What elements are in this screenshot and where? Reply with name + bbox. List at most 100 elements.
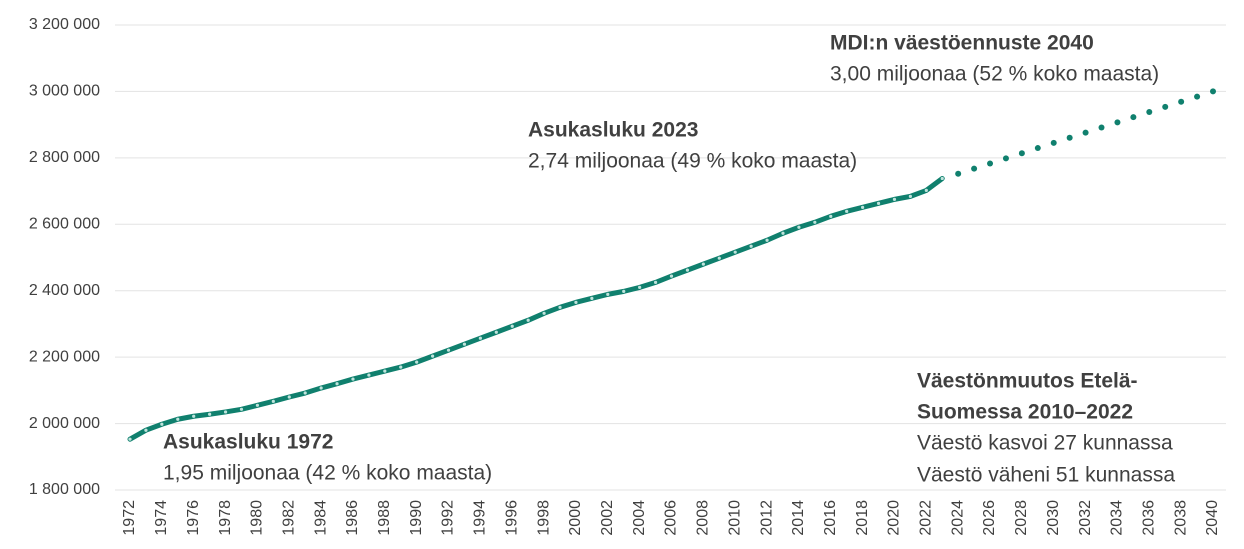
forecast-point [1146,109,1153,116]
line [127,175,945,442]
annotation-title: Asukasluku 1972 [163,431,333,454]
point [685,268,690,272]
forecast-point [1210,88,1216,95]
y-tick-label: 2 600 000 [29,216,100,233]
point [128,437,132,441]
point [892,197,897,201]
point [940,176,944,181]
forecast-point [1050,139,1057,146]
point [797,225,801,229]
point [845,209,849,213]
point [271,399,275,403]
x-tick-label: 2020 [886,500,903,536]
point [367,373,371,377]
point [303,391,307,395]
annotation-text: 2,74 miljoonaa (49 % koko maasta) [528,150,857,173]
point [861,205,865,209]
point [590,296,594,300]
x-tick-label: 1994 [472,500,489,536]
x-tick-label: 1990 [408,500,425,536]
x-tick-label: 2038 [1172,500,1189,536]
forecast-point [987,160,994,167]
point [717,256,721,260]
forecast-point [955,170,962,177]
x-tick-label: 2018 [854,500,871,536]
x-tick-label: 2030 [1045,500,1062,536]
x-tick-label: 1980 [249,500,266,536]
x-tick-label: 2016 [822,500,839,536]
x-tick-label: 2024 [949,500,966,536]
point [494,330,498,334]
point [733,250,737,254]
x-tick-label: 1978 [217,500,234,536]
x-tick-label: 1972 [121,500,138,536]
point [813,220,817,224]
x-tick-label: 2040 [1204,500,1221,536]
point [160,422,164,426]
point [606,292,610,296]
point [399,365,403,369]
x-tick-label: 2002 [599,500,616,536]
point [638,285,642,289]
x-tick-label: 2004 [631,500,648,536]
point [908,194,912,198]
point [287,395,291,399]
annotation-text: Väestö kasvoi 27 kunnassa [917,432,1173,455]
forecast-point [1066,134,1073,141]
forecast-point [1194,93,1201,100]
point [876,201,881,205]
point [255,403,260,407]
point [749,244,753,248]
x-tick-label: 1992 [440,500,457,536]
annotation-title: Suomessa 2010–2022 [917,401,1133,424]
point [829,214,833,218]
forecast-point [1098,124,1105,131]
point [223,410,228,414]
y-tick-label: 1 800 000 [29,481,100,498]
point [176,417,180,421]
annotation-title: Asukasluku 2023 [528,119,698,142]
point [415,360,419,364]
x-tick-label: 2012 [758,500,775,536]
x-tick-label: 2000 [567,500,584,536]
point [558,305,562,309]
x-tick-label: 1998 [535,500,552,536]
forecast-point [1130,114,1137,121]
point [510,324,514,328]
point [446,348,451,352]
y-tick-label: 3 200 000 [29,16,100,33]
y-tick-label: 2 000 000 [29,415,100,432]
point [669,274,674,278]
point [765,238,769,242]
x-tick-label: 2008 [695,500,712,536]
point [319,386,323,390]
x-tick-label: 2022 [918,500,935,536]
point [478,336,482,340]
x-tick-label: 2026 [981,500,998,536]
point [144,428,148,432]
x-tick-label: 2034 [1109,500,1126,536]
annotation-title: MDI:n väestöennuste 2040 [830,32,1094,55]
forecast-point [1082,129,1089,136]
y-tick-label: 2 400 000 [29,282,100,299]
point [239,407,244,411]
point [653,280,658,285]
point [431,354,435,358]
point [924,188,928,193]
point [335,382,339,386]
x-tick-label: 1996 [503,500,520,536]
x-tick-label: 1976 [185,500,202,536]
point [192,414,196,418]
point [574,300,578,304]
x-tick-label: 2014 [790,500,807,536]
forecast-point [1018,150,1025,157]
point [351,377,355,381]
y-tick-label: 2 200 000 [29,348,100,365]
point [383,369,387,373]
point [622,289,626,293]
point [701,262,705,266]
x-tick-label: 2032 [1077,500,1094,536]
annotation-title: Väestönmuutos Etelä- [917,370,1138,393]
forecast-point [1162,103,1169,110]
x-tick-label: 2036 [1141,500,1158,536]
